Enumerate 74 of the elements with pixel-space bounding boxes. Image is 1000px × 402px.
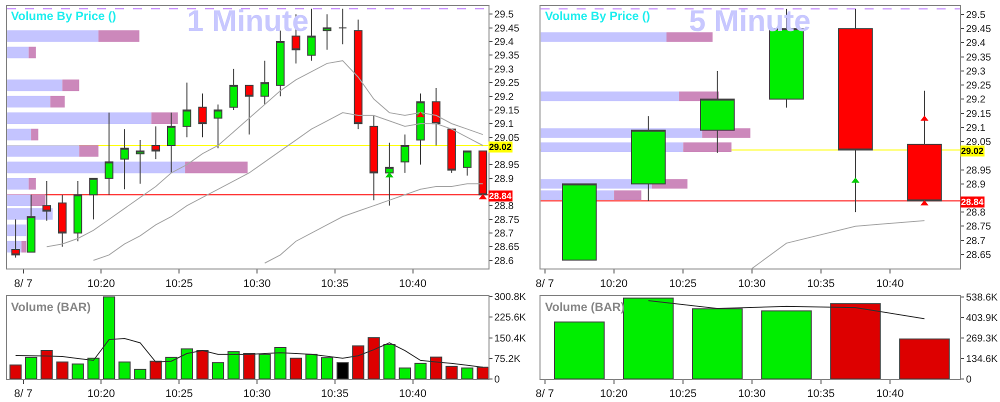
x-tick-label: 10:35 xyxy=(321,278,349,290)
y-tick-label: 0 xyxy=(966,374,972,386)
x-tick-label: 10:25 xyxy=(669,388,697,400)
y-tick-label: 403.9K xyxy=(966,312,998,324)
x-tick-label: 8/ 7 xyxy=(14,388,33,400)
y-tick-label: 29.35 xyxy=(966,52,992,64)
x-tick-label: 10:20 xyxy=(600,388,628,400)
y-tick-label: 29.5 xyxy=(966,10,986,21)
y-tick-label: 29.25 xyxy=(966,80,992,92)
x-tick-label: 10:40 xyxy=(398,388,427,400)
x-tick-label: 10:35 xyxy=(807,278,835,290)
y-tick-label: 29.45 xyxy=(966,24,992,36)
y-tick-label: 29.3 xyxy=(966,66,986,78)
y-tick-label: 269.3K xyxy=(966,333,998,344)
y-tick-label: 28.75 xyxy=(966,222,992,233)
chart-title: Volume By Price () xyxy=(545,9,650,23)
y-tick-label: 29.4 xyxy=(494,37,514,48)
x-tick-label: 8/ 7 xyxy=(536,278,554,290)
y-tick-label: 29.05 xyxy=(494,132,520,144)
y-tick-label: 29.1 xyxy=(494,119,514,130)
x-tick-label: 10:20 xyxy=(87,388,115,400)
y-tick-label: 134.6K xyxy=(966,354,998,366)
y-tick-label: 300.8K xyxy=(494,292,526,304)
y-tick-label: 28.6 xyxy=(494,256,514,267)
x-tick-label: 10:25 xyxy=(165,388,193,400)
x-tick-label: 10:30 xyxy=(243,278,271,290)
x-tick-label: 10:20 xyxy=(87,278,115,290)
y-tick-label: 0 xyxy=(494,374,500,386)
y-tick-label: 28.8 xyxy=(966,208,986,219)
y-tick-label: 225.6K xyxy=(494,312,526,324)
x-tick-label: 10:40 xyxy=(398,278,427,290)
y-tick-label: 29.2 xyxy=(966,94,986,106)
y-tick-label: 29.05 xyxy=(966,137,992,148)
y-tick-label: 29.3 xyxy=(494,64,514,76)
y-tick-label: 28.9 xyxy=(494,174,514,185)
y-tick-label: 28.8 xyxy=(494,201,514,212)
x-tick-label: 10:20 xyxy=(600,278,628,290)
y-tick-label: 28.7 xyxy=(494,228,514,240)
x-tick-label: 10:30 xyxy=(738,388,766,400)
y-tick-label: 29.45 xyxy=(494,23,520,34)
x-tick-label: 10:35 xyxy=(321,388,349,400)
y-tick-label: 29.1 xyxy=(966,122,986,134)
y-tick-label: 28.7 xyxy=(966,236,986,247)
chart-title: Volume (BAR) xyxy=(11,300,91,314)
y-tick-label: 28.65 xyxy=(494,242,520,254)
ref-line-label: 29.02 xyxy=(961,146,984,156)
y-tick-label: 29.15 xyxy=(966,108,992,120)
y-tick-label: 29.4 xyxy=(966,38,986,50)
y-tick-label: 29.35 xyxy=(494,50,520,62)
x-tick-label: 10:40 xyxy=(876,388,904,400)
x-tick-label: 10:30 xyxy=(243,388,271,400)
x-tick-label: 8/ 7 xyxy=(536,388,554,400)
ref-line-label: 28.84 xyxy=(961,197,984,207)
x-tick-label: 10:35 xyxy=(807,388,835,400)
y-tick-label: 28.65 xyxy=(966,250,992,261)
x-tick-label: 10:25 xyxy=(669,278,697,290)
chart-title: Volume By Price () xyxy=(11,9,116,23)
y-tick-label: 28.95 xyxy=(966,165,992,176)
ref-line-label: 29.02 xyxy=(489,142,512,152)
x-tick-label: 10:40 xyxy=(876,278,904,290)
x-tick-label: 10:25 xyxy=(165,278,193,290)
y-tick-label: 29.5 xyxy=(494,10,514,21)
y-tick-label: 29.15 xyxy=(494,105,520,116)
y-tick-label: 538.6K xyxy=(966,292,998,304)
ref-line-label: 28.84 xyxy=(489,191,512,201)
y-tick-label: 28.95 xyxy=(494,160,520,172)
y-tick-label: 150.4K xyxy=(494,333,526,344)
y-tick-label: 28.75 xyxy=(494,214,520,226)
x-tick-label: 10:30 xyxy=(738,278,766,290)
y-tick-label: 29.25 xyxy=(494,78,520,90)
y-tick-label: 29.2 xyxy=(494,92,514,103)
y-tick-label: 75.2K xyxy=(494,354,521,365)
x-tick-label: 8/ 7 xyxy=(14,278,33,290)
y-tick-label: 28.9 xyxy=(966,179,986,190)
